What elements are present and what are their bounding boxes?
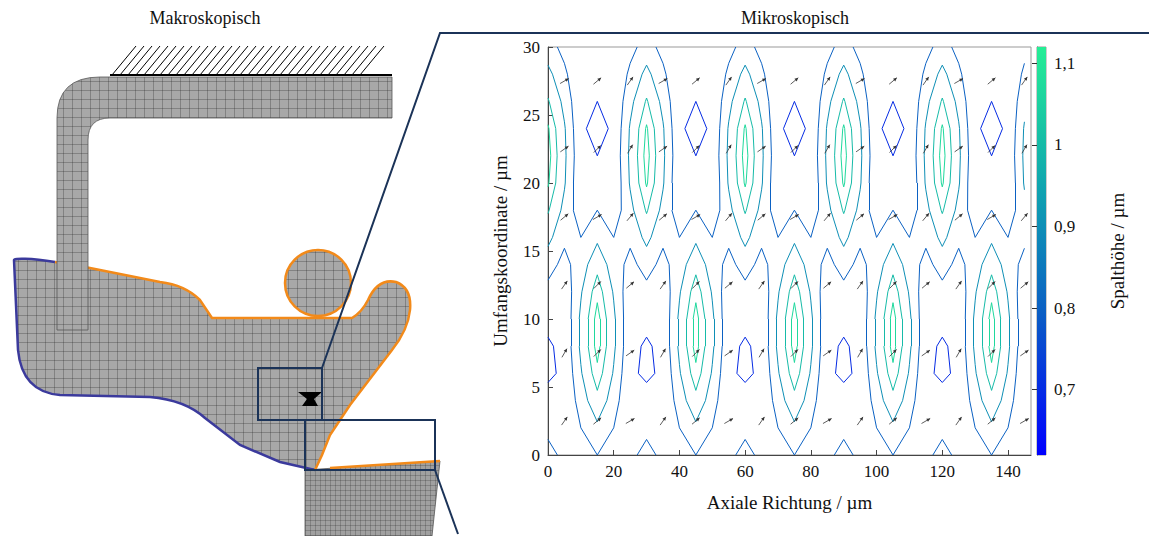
- svg-text:140: 140: [995, 462, 1021, 481]
- svg-text:20: 20: [523, 174, 540, 193]
- svg-text:60: 60: [737, 462, 754, 481]
- svg-text:20: 20: [605, 462, 622, 481]
- svg-text:25: 25: [523, 106, 540, 125]
- svg-text:0: 0: [544, 462, 553, 481]
- svg-text:Spalthöhe / µm: Spalthöhe / µm: [1107, 193, 1128, 310]
- svg-text:0: 0: [532, 446, 541, 465]
- svg-text:30: 30: [523, 38, 540, 57]
- svg-text:80: 80: [802, 462, 819, 481]
- svg-text:Axiale Richtung / µm: Axiale Richtung / µm: [707, 492, 873, 513]
- svg-text:100: 100: [864, 462, 890, 481]
- svg-text:0,9: 0,9: [1054, 217, 1075, 236]
- svg-text:0,7: 0,7: [1054, 380, 1076, 399]
- svg-text:Makroskopisch: Makroskopisch: [150, 8, 261, 28]
- svg-text:1: 1: [1054, 135, 1063, 154]
- svg-text:Mikroskopisch: Mikroskopisch: [741, 8, 849, 28]
- svg-text:0,8: 0,8: [1054, 299, 1075, 318]
- svg-text:Umfangskoordinate / µm: Umfangskoordinate / µm: [490, 155, 511, 347]
- svg-text:15: 15: [523, 242, 540, 261]
- svg-text:10: 10: [523, 310, 540, 329]
- svg-text:1,1: 1,1: [1054, 54, 1075, 73]
- svg-text:40: 40: [671, 462, 688, 481]
- svg-text:5: 5: [532, 378, 541, 397]
- svg-text:120: 120: [930, 462, 956, 481]
